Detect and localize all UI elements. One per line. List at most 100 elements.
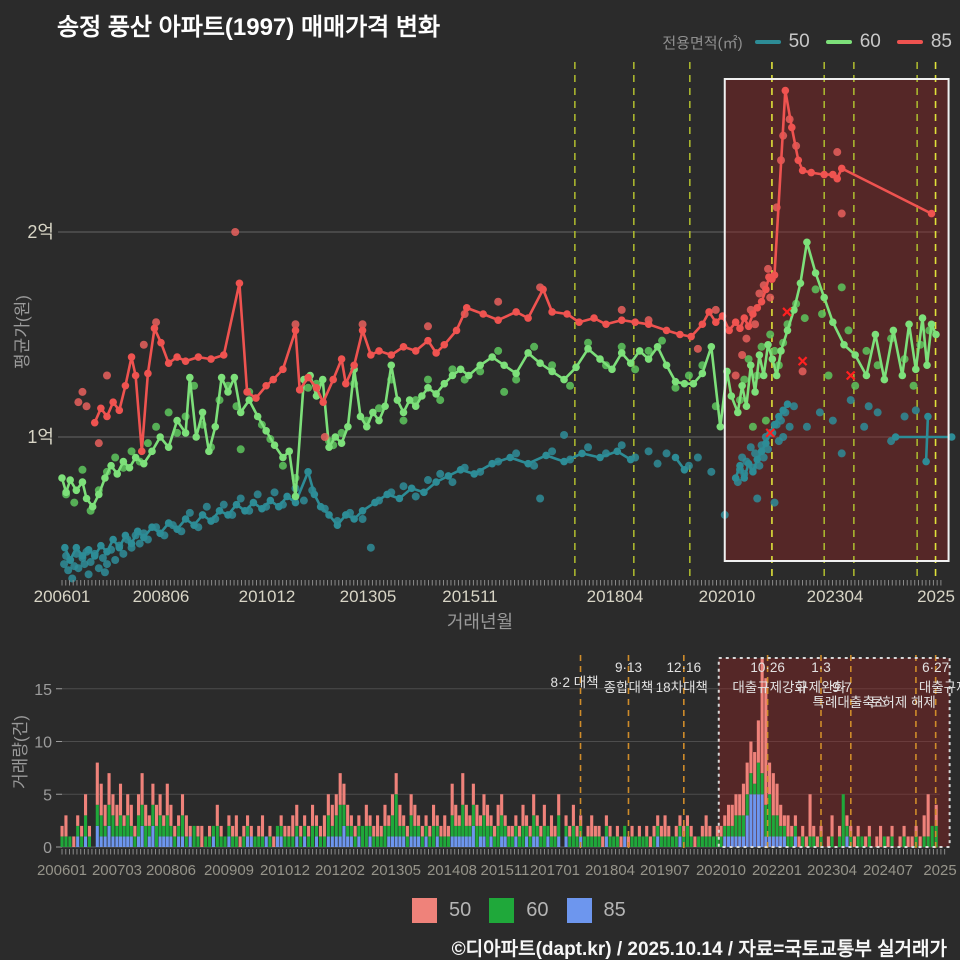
transaction-dot <box>693 453 702 462</box>
policy-event-label: 대출규제 <box>919 680 960 695</box>
volume-x-tick-label: 200806 <box>146 862 196 879</box>
bar-50 <box>564 815 568 826</box>
bar-60 <box>712 836 716 847</box>
bar-50 <box>471 783 475 805</box>
volume-legend-item-60[interactable]: 60 <box>489 898 549 923</box>
avg-price-dot <box>798 166 807 175</box>
avg-price-dot <box>243 388 251 396</box>
avg-price-dot <box>680 466 689 474</box>
bar-50 <box>338 773 342 805</box>
bar-50 <box>601 836 605 847</box>
avg-price-dot <box>783 326 792 335</box>
transaction-dot <box>658 336 667 345</box>
transaction-dot <box>833 148 842 157</box>
bar-85 <box>503 836 507 847</box>
bar-60 <box>435 825 439 837</box>
bar-50 <box>129 804 133 826</box>
avg-price-dot <box>432 349 440 357</box>
bar-60 <box>428 836 432 847</box>
bar-50 <box>287 825 291 837</box>
bar-60 <box>283 836 287 847</box>
avg-price-dot <box>279 453 287 462</box>
legend-item-60[interactable]: 60 <box>825 31 881 53</box>
transaction-dot <box>837 449 846 458</box>
bar-50 <box>648 836 652 847</box>
avg-price-dot <box>871 330 880 339</box>
volume-y-tick-label: 10 <box>34 735 52 752</box>
bar-60 <box>60 836 64 847</box>
legend-item-85[interactable]: 85 <box>896 31 952 53</box>
bar-50 <box>875 836 879 847</box>
transaction-dot <box>494 346 503 355</box>
transaction-dot <box>423 375 432 384</box>
bar-60 <box>103 825 107 837</box>
avg-price-dot <box>420 488 428 497</box>
transaction-dot <box>98 553 107 562</box>
bar-50 <box>575 825 579 837</box>
avg-price-dot <box>742 402 751 411</box>
transaction-dot <box>530 461 539 470</box>
bar-85 <box>264 836 268 847</box>
avg-price-dot <box>671 453 680 462</box>
volume-legend-item-50[interactable]: 50 <box>412 898 471 923</box>
bar-50 <box>357 815 361 826</box>
avg-price-dot <box>337 439 346 447</box>
avg-price-dot <box>770 271 779 279</box>
volume-legend-item-85[interactable]: 85 <box>566 898 626 923</box>
bar-85 <box>745 815 749 847</box>
bar-85 <box>99 836 103 847</box>
price-x-tick-label: 200601 <box>34 587 91 606</box>
transaction-dot <box>448 478 457 487</box>
bar-50 <box>812 825 816 837</box>
avg-price-dot <box>133 527 142 536</box>
avg-price-dot <box>325 443 333 452</box>
bar-60 <box>136 815 141 837</box>
transaction-dot <box>530 342 539 351</box>
transaction-dot <box>873 408 882 417</box>
avg-price-dot <box>731 318 740 327</box>
bar-85 <box>394 836 398 847</box>
bar-60 <box>575 836 579 847</box>
bar-50 <box>867 825 871 837</box>
price-x-tick-label: 201511 <box>442 587 497 606</box>
transaction-dot <box>135 539 144 548</box>
transaction-dot <box>844 326 853 335</box>
bar-50 <box>322 815 326 837</box>
bar-85 <box>468 836 472 847</box>
avg-price-dot <box>833 174 842 183</box>
avg-price-dot <box>759 371 768 380</box>
transaction-dot <box>64 566 73 575</box>
transaction-dot <box>74 564 83 573</box>
bar-60 <box>372 836 376 847</box>
bar-60 <box>99 815 103 837</box>
bar-60 <box>667 836 671 847</box>
bar-85 <box>604 836 608 847</box>
transaction-dot <box>60 560 69 569</box>
legend-item-50[interactable]: 50 <box>754 31 810 53</box>
bar-50 <box>420 825 424 837</box>
bar-50 <box>431 804 436 826</box>
bar-60 <box>417 825 421 837</box>
transaction-dot <box>231 228 240 236</box>
bar-50 <box>424 815 428 826</box>
avg-price-dot <box>325 511 333 519</box>
avg-price-dot <box>405 396 414 404</box>
volume-x-tick-label: 201907 <box>640 862 690 879</box>
policy-event-label: 8·2 대책 <box>550 675 598 690</box>
bar-60 <box>334 815 338 837</box>
bar-60 <box>468 825 472 837</box>
cancelled-deal-mark <box>765 428 775 438</box>
area-legend-title: 전용면적(㎡) <box>662 34 743 52</box>
avg-price-dot <box>671 377 680 386</box>
transaction-dot <box>873 361 882 370</box>
bar-85 <box>723 836 727 847</box>
bar-60 <box>775 815 779 837</box>
bar-60 <box>914 836 918 847</box>
avg-price-dot <box>358 507 367 515</box>
volume-x-tick-label: 200909 <box>204 862 254 879</box>
bar-50 <box>615 825 619 837</box>
bar-50 <box>856 825 860 837</box>
bar-50 <box>482 794 486 816</box>
transaction-dot <box>753 494 762 503</box>
bar-60 <box>375 836 380 847</box>
